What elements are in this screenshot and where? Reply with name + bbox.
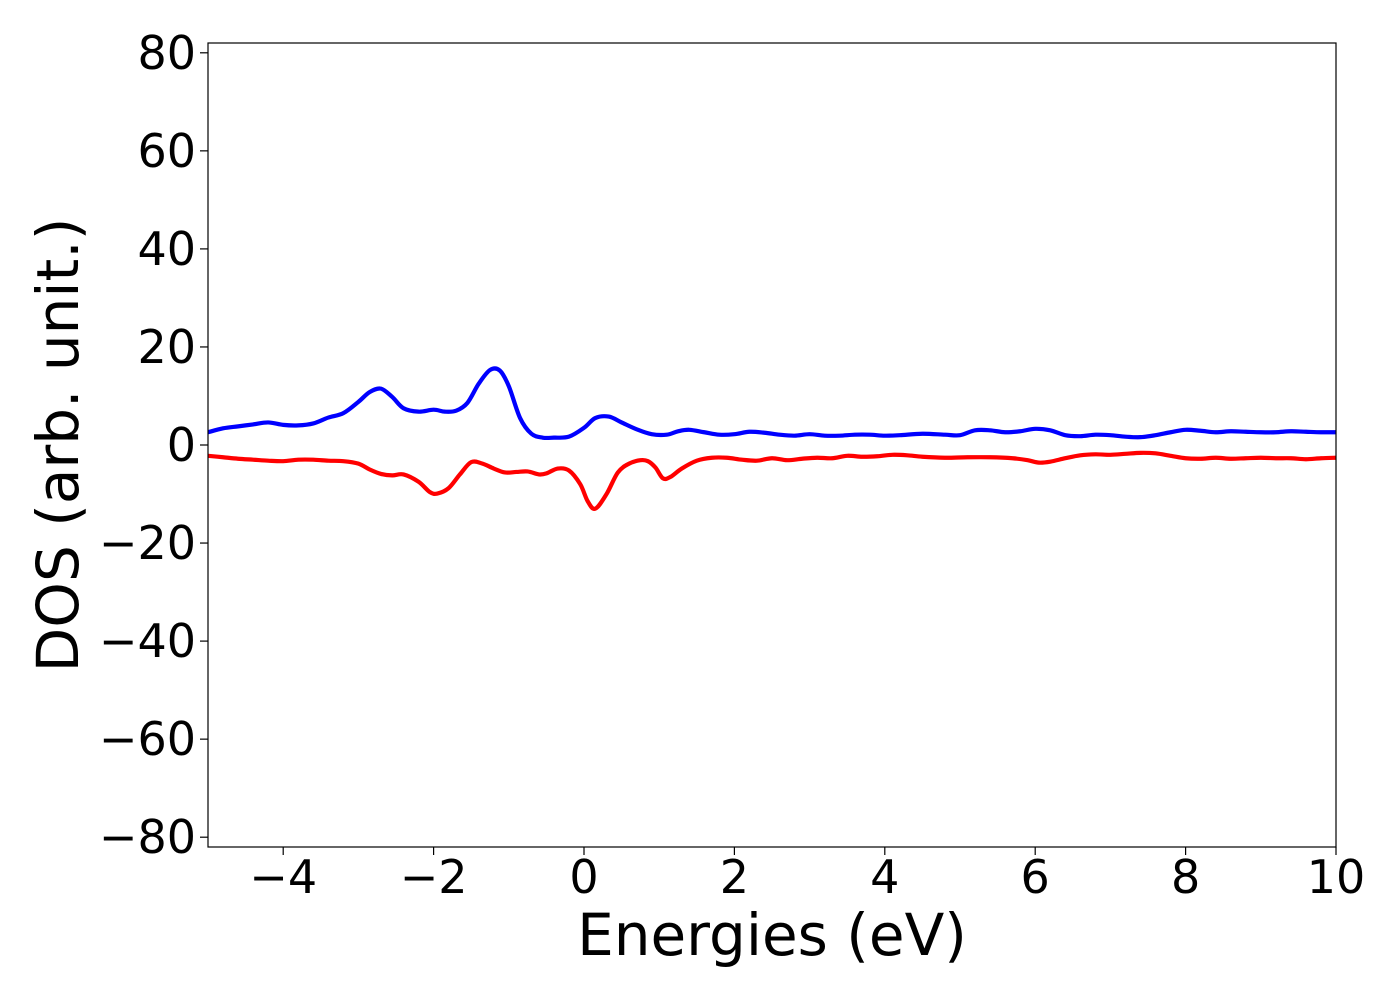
y-axis-title: DOS (arb. unit.) (24, 218, 92, 673)
series-line-spin-up (207, 366, 1337, 441)
x-tick-label: −2 (400, 850, 468, 904)
y-tick-label: −40 (99, 614, 196, 668)
x-tick-label: 4 (870, 850, 899, 904)
x-axis-title: Energies (eV) (577, 901, 967, 969)
y-tick-label: 0 (167, 418, 196, 472)
x-tick-label: 2 (720, 850, 749, 904)
y-tick-label: −20 (99, 516, 196, 570)
y-tick-label: −80 (99, 810, 196, 864)
series-line-spin-down (207, 450, 1337, 512)
x-tick-label: 0 (569, 850, 598, 904)
plot-frame (207, 42, 1337, 848)
series-layer (207, 366, 1337, 512)
x-tick-label: 10 (1307, 850, 1366, 904)
y-tick-label: 80 (137, 26, 196, 80)
x-tick-label: 8 (1171, 850, 1200, 904)
y-tick-label: 20 (137, 320, 196, 374)
y-tick-label: 40 (137, 222, 196, 276)
y-tick-label: −60 (99, 712, 196, 766)
y-tick-label: 60 (137, 124, 196, 178)
x-tick-label: −4 (249, 850, 317, 904)
x-tick-label: 6 (1021, 850, 1050, 904)
